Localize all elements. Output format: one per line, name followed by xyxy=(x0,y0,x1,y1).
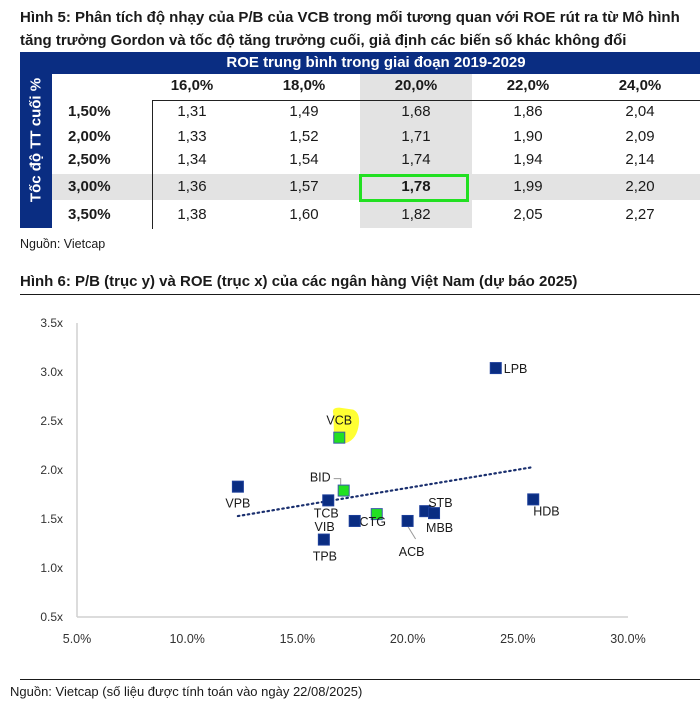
sensitivity-table: Tốc độ TT cuối % ROE trung bình trong gi… xyxy=(20,52,700,229)
table-cell: 1,34 xyxy=(177,151,207,168)
point-label: MBB xyxy=(426,521,453,535)
column-header: 24,0% xyxy=(618,77,662,94)
y-tick-label: 2.5x xyxy=(40,414,63,428)
figure6-source: Nguồn: Vietcap (số liệu được tính toán v… xyxy=(10,684,363,699)
table-cell: 1,33 xyxy=(177,128,207,145)
table-cell: 1,52 xyxy=(289,128,319,145)
table-cell: 1,90 xyxy=(513,128,543,145)
scatter-chart: 0.5x 1.0x 1.5x 2.0x 2.5x 3.0x 3.5x 5.0% 10.0% 15.… xyxy=(40,316,645,646)
row-header: 2,50% xyxy=(68,151,111,168)
point-label: HDB xyxy=(533,504,559,518)
column-header: 20,0% xyxy=(394,77,438,94)
table-cell: 2,20 xyxy=(625,178,655,195)
x-tick-label: 5.0% xyxy=(63,632,92,646)
point-vcb xyxy=(333,431,346,444)
table-cell: 1,49 xyxy=(289,103,319,120)
column-header: 16,0% xyxy=(170,77,214,94)
table-cell: 2,04 xyxy=(625,103,655,120)
table-cell: 1,99 xyxy=(513,178,543,195)
point-bid xyxy=(337,484,350,497)
table-cell: 1,86 xyxy=(513,103,543,120)
row-header: 3,00% xyxy=(68,178,111,195)
y-tick-label: 0.5x xyxy=(40,610,63,624)
table-cell: 2,05 xyxy=(513,206,543,223)
figure5-source: Nguồn: Vietcap xyxy=(20,237,106,251)
y-tick-label: 3.0x xyxy=(40,365,63,379)
highlight-cell-box xyxy=(359,174,469,202)
table-cell: 1,31 xyxy=(177,103,207,120)
row-header: 1,50% xyxy=(68,103,111,120)
table-cell: 1,36 xyxy=(177,178,207,195)
column-group-header: ROE trung bình trong giai đoạn 2019-2029 xyxy=(52,52,700,74)
point-label: VPB xyxy=(225,497,250,511)
highlighted-cell: 1,78 xyxy=(401,178,431,195)
point-tpb xyxy=(317,533,330,546)
figure6-title: Hình 6: P/B (trục y) và ROE (trục x) của… xyxy=(20,273,578,290)
divider xyxy=(20,679,700,680)
x-tick-label: 20.0% xyxy=(390,632,425,646)
point-label: TCB xyxy=(314,506,339,520)
x-tick-label: 30.0% xyxy=(610,632,645,646)
x-tick-label: 10.0% xyxy=(169,632,204,646)
point-tcb xyxy=(322,494,335,507)
table-cell: 2,14 xyxy=(625,151,655,168)
leader-line xyxy=(407,525,417,540)
point-mbb xyxy=(428,507,441,520)
point-label: LPB xyxy=(504,362,528,376)
point-label: BID xyxy=(310,471,331,485)
point-ctg xyxy=(370,508,383,521)
values-grid-border xyxy=(152,100,700,229)
x-tick-label: 25.0% xyxy=(500,632,535,646)
point-label: VCB xyxy=(326,414,352,428)
x-tick-label: 15.0% xyxy=(280,632,315,646)
divider xyxy=(20,294,700,295)
point-acb xyxy=(401,514,414,527)
column-header: 18,0% xyxy=(282,77,326,94)
point-vpb xyxy=(231,480,244,493)
point-label: ACB xyxy=(399,545,425,559)
y-tick-label: 1.0x xyxy=(40,561,63,575)
y-tick-label: 3.5x xyxy=(40,316,63,330)
table-cell: 1,74 xyxy=(401,151,431,168)
figure5-title: Hình 5: Phân tích độ nhạy của P/B của VC… xyxy=(20,9,680,49)
table-cell: 2,09 xyxy=(625,128,655,145)
table-cell: 1,60 xyxy=(289,206,319,223)
table-cell: 1,57 xyxy=(289,178,319,195)
column-header: 22,0% xyxy=(506,77,550,94)
point-label: CTG xyxy=(360,515,386,529)
table-cell: 1,71 xyxy=(401,128,431,145)
highlight-row-shade xyxy=(52,174,700,200)
y-tick-label: 1.5x xyxy=(40,512,63,526)
table-cell: 1,68 xyxy=(401,103,431,120)
table-cell: 1,54 xyxy=(289,151,319,168)
point-label: VIB xyxy=(315,520,335,534)
point-hdb xyxy=(527,493,540,506)
row-group-header: Tốc độ TT cuối % xyxy=(20,52,52,228)
trendline xyxy=(236,465,535,518)
row-header: 3,50% xyxy=(68,206,111,223)
point-label: STB xyxy=(428,496,452,510)
table-cell: 1,94 xyxy=(513,151,543,168)
point-vib xyxy=(348,514,361,527)
highlight-column-shade xyxy=(360,74,472,228)
point-lpb xyxy=(489,362,502,375)
table-cell: 1,38 xyxy=(177,206,207,223)
point-label: TPB xyxy=(313,550,337,564)
row-header: 2,00% xyxy=(68,128,111,145)
leader-line xyxy=(333,478,342,485)
table-cell: 1,82 xyxy=(401,206,431,223)
y-tick-label: 2.0x xyxy=(40,463,63,477)
table-cell: 2,27 xyxy=(625,206,655,223)
